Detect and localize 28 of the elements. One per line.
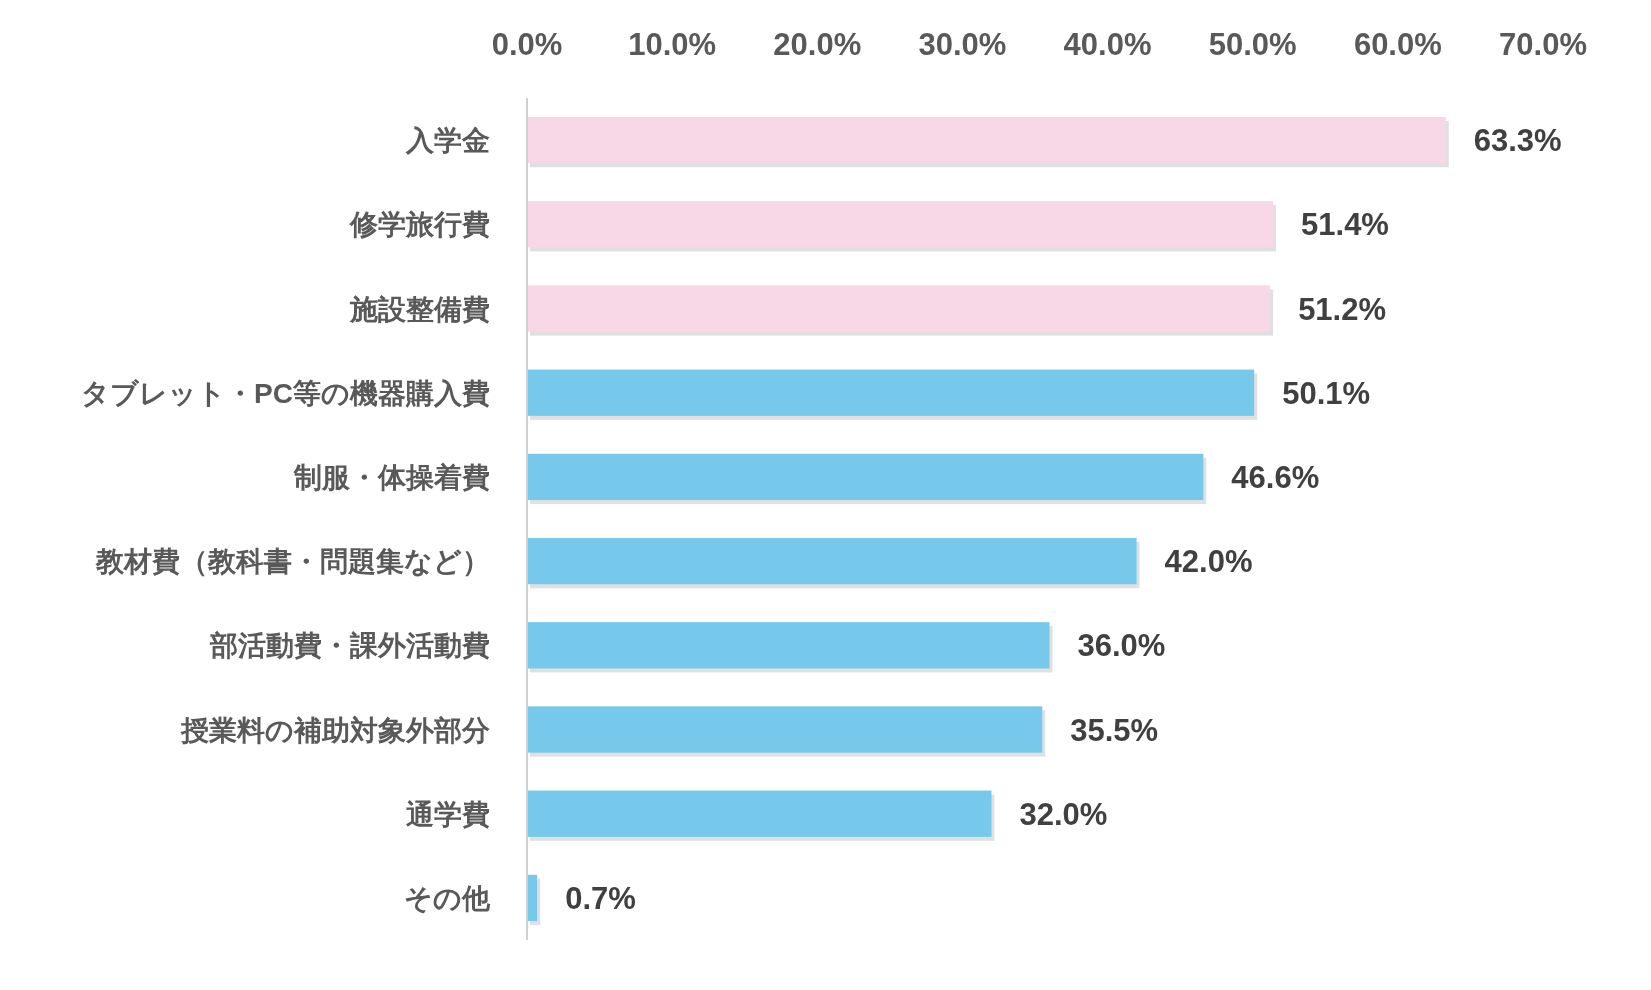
y-tick-label: 修学旅行費 bbox=[349, 209, 490, 241]
x-tick-label: 0.0% bbox=[491, 27, 563, 62]
data-label: 32.0% bbox=[1019, 796, 1108, 832]
y-tick-label: 施設整備費 bbox=[349, 293, 490, 325]
y-tick-label: タブレット・PC等の機器購入費 bbox=[81, 377, 490, 409]
data-label: 51.2% bbox=[1298, 291, 1387, 327]
data-label: 46.6% bbox=[1231, 459, 1320, 495]
data-label: 50.1% bbox=[1282, 375, 1371, 411]
data-label: 63.3% bbox=[1473, 123, 1562, 159]
y-tick-label: 通学費 bbox=[406, 798, 490, 830]
y-tick-label: 教材費（教科書・問題集など） bbox=[95, 546, 490, 578]
x-tick-label: 70.0% bbox=[1499, 27, 1587, 62]
y-tick-label: 授業料の補助対象外部分 bbox=[180, 714, 491, 746]
x-tick-label: 60.0% bbox=[1353, 27, 1442, 62]
y-tick-label: 入学金 bbox=[405, 125, 490, 157]
x-tick-label: 50.0% bbox=[1208, 27, 1297, 62]
y-tick-label: 制服・体操着費 bbox=[293, 461, 490, 493]
x-tick-label: 30.0% bbox=[918, 27, 1007, 62]
x-tick-label: 40.0% bbox=[1063, 27, 1152, 62]
y-tick-label: 部活動費・課外活動費 bbox=[209, 630, 490, 662]
x-tick-label: 20.0% bbox=[773, 27, 862, 62]
y-tick-label: その他 bbox=[404, 882, 491, 914]
data-label: 42.0% bbox=[1164, 544, 1253, 580]
data-label: 36.0% bbox=[1077, 628, 1166, 664]
x-tick-label: 10.0% bbox=[628, 27, 717, 62]
data-label: 0.7% bbox=[565, 880, 636, 916]
data-label: 51.4% bbox=[1301, 207, 1389, 243]
data-label: 35.5% bbox=[1070, 712, 1159, 748]
